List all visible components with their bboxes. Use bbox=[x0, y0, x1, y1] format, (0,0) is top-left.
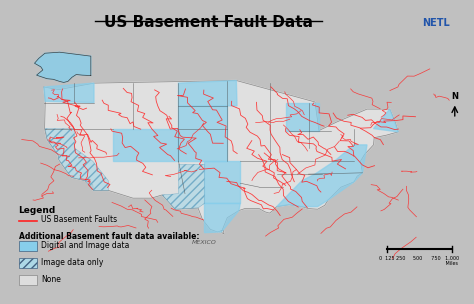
Polygon shape bbox=[204, 161, 240, 203]
FancyBboxPatch shape bbox=[18, 275, 37, 285]
Polygon shape bbox=[179, 81, 237, 106]
Polygon shape bbox=[113, 129, 179, 161]
Polygon shape bbox=[45, 129, 108, 190]
Text: US Basement Fault Data: US Basement Fault Data bbox=[104, 15, 313, 30]
Polygon shape bbox=[286, 103, 319, 130]
Polygon shape bbox=[44, 81, 398, 234]
FancyBboxPatch shape bbox=[18, 241, 37, 251]
Text: Legend: Legend bbox=[18, 206, 56, 215]
Polygon shape bbox=[44, 83, 94, 103]
Polygon shape bbox=[277, 145, 367, 207]
Text: 0  125 250     500      750   1,000
                                           M: 0 125 250 500 750 1,000 M bbox=[379, 255, 459, 266]
Text: Additional Basement fault data available:: Additional Basement fault data available… bbox=[18, 232, 199, 241]
FancyBboxPatch shape bbox=[18, 258, 37, 268]
Text: US Basement Faults: US Basement Faults bbox=[41, 215, 118, 224]
Text: MEXICO: MEXICO bbox=[192, 240, 217, 245]
Text: None: None bbox=[41, 275, 61, 284]
Polygon shape bbox=[35, 52, 91, 82]
Polygon shape bbox=[374, 109, 398, 132]
Polygon shape bbox=[162, 164, 204, 209]
Text: N: N bbox=[451, 92, 458, 101]
Text: NETL: NETL bbox=[422, 18, 450, 28]
Text: Digital and Image data: Digital and Image data bbox=[41, 241, 130, 250]
Polygon shape bbox=[179, 106, 227, 161]
Text: Image data only: Image data only bbox=[41, 258, 104, 267]
Polygon shape bbox=[204, 203, 240, 233]
